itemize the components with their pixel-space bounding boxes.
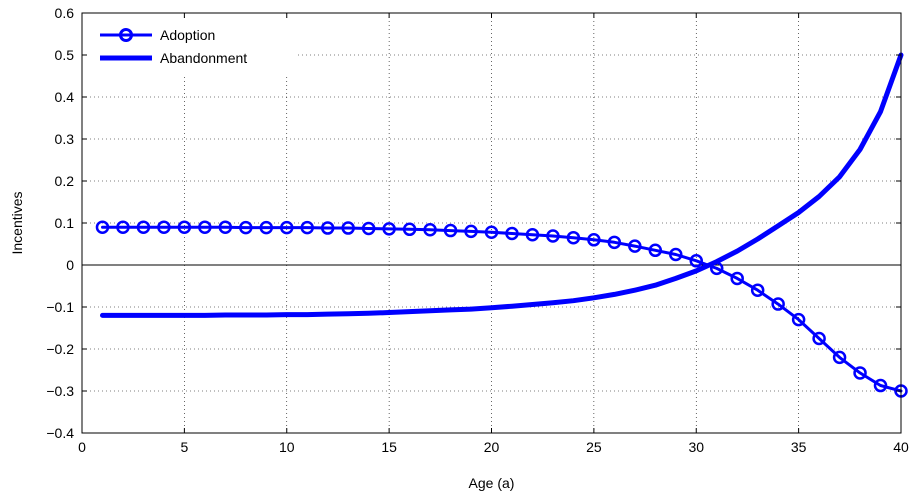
data-point-adoption [239,220,253,235]
y-tick-label: 0 [66,257,74,273]
y-tick-label: −0.4 [46,425,74,441]
legend-label-abandonment: Abandonment [160,50,247,66]
x-tick-label: 15 [381,439,397,455]
data-point-adoption [382,222,396,236]
data-point-adoption [525,228,540,242]
series-line-adoption [101,225,903,393]
data-point-adoption [546,229,560,243]
data-point-adoption [607,235,622,250]
data-point-adoption [300,220,314,235]
data-point-adoption [341,221,355,235]
legend: Adoption Abandonment [88,19,298,75]
y-tick-label: 0.3 [55,131,75,147]
data-point-adoption [853,366,867,380]
x-tick-label: 20 [484,439,500,455]
data-point-adoption [320,221,335,235]
data-point-adoption [832,350,847,365]
x-tick-label: 30 [688,439,704,455]
x-tick-label: 35 [791,439,807,455]
data-point-adoption [116,220,130,234]
legend-box [88,19,298,75]
legend-marker-adoption [119,28,133,42]
y-tick-label: 0.5 [55,47,75,63]
data-point-adoption [464,224,478,239]
legend-entry-adoption: Adoption [100,27,215,43]
y-tick-label: 0.4 [55,89,75,105]
data-point-adoption [812,331,826,346]
x-tick-label: 5 [180,439,188,455]
x-tick-label: 40 [893,439,909,455]
data-point-adoption [587,233,601,247]
data-point-adoption [402,222,417,237]
y-tick-label: −0.3 [46,383,74,399]
x-tick-label: 10 [279,439,295,455]
y-tick-label: 0.6 [55,5,75,21]
data-point-adoption [423,222,437,237]
legend-entry-abandonment: Abandonment [100,50,247,66]
data-point-adoption [750,283,765,297]
data-point-adoption [669,247,683,262]
data-point-adoption [218,220,233,234]
series-group [95,52,908,398]
data-point-adoption [689,254,703,268]
series-adoption [95,220,908,398]
data-point-adoption [628,239,642,253]
data-point-adoption [443,223,458,238]
data-point-adoption [361,221,376,236]
data-point-adoption [198,220,212,234]
data-point-adoption [791,312,806,327]
y-axis-label: Incentives [9,191,25,254]
data-point-adoption [730,271,744,286]
data-point-adoption [566,230,581,245]
data-point-adoption [280,220,294,235]
data-point-adoption [648,243,663,258]
series-line-abandonment [100,52,904,318]
x-tick-label: 25 [586,439,602,455]
y-tick-label: −0.2 [46,341,74,357]
series-abandonment [100,52,904,318]
x-axis: 0 5 10 15 20 25 30 35 40 [78,13,909,455]
data-point-adoption [177,220,192,234]
data-point-adoption [771,297,785,311]
y-tick-label: 0.1 [55,215,75,231]
data-point-adoption [484,225,499,239]
x-axis-label: Age (a) [469,475,515,491]
data-point-adoption [873,378,888,393]
data-point-adoption [157,220,171,234]
legend-label-adoption: Adoption [160,27,215,43]
data-point-adoption [136,220,151,234]
y-tick-label: 0.2 [55,173,75,189]
data-point-adoption [259,220,274,235]
data-point-adoption [95,220,110,234]
x-tick-label: 0 [78,439,86,455]
data-point-adoption [505,226,519,241]
y-tick-label: −0.1 [46,299,74,315]
y-axis: −0.4 −0.3 −0.2 −0.1 0 0.1 0.2 0.3 0.4 0.5 0.6 [46,5,901,441]
